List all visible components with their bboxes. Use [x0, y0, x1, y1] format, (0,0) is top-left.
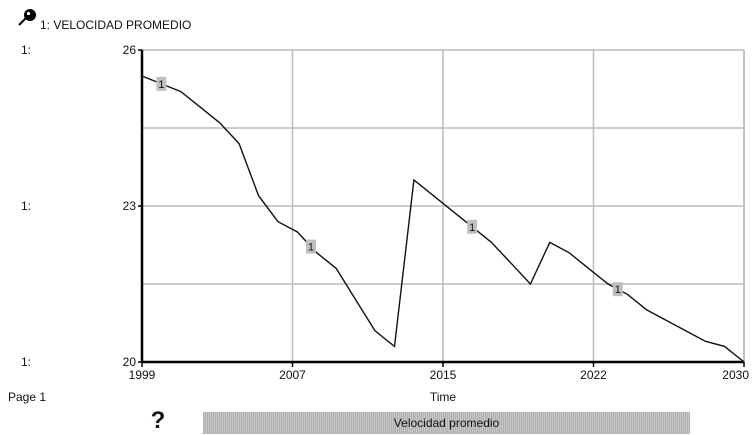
chart-title: 1: VELOCIDAD PROMEDIO	[40, 18, 191, 32]
y-tick-label: 23	[123, 199, 137, 213]
series-marker-label: 1	[158, 79, 164, 91]
x-tick-label: 1999	[129, 368, 156, 382]
x-axis-labels: 1999 2007 2015 2022 2030	[129, 362, 749, 382]
series-marker-label: 1	[308, 242, 314, 254]
page-label: Page 1	[8, 390, 47, 404]
series-marker-label: 1	[469, 222, 475, 234]
y-tick-label: 26	[123, 43, 137, 57]
x-tick-label: 2007	[279, 368, 306, 382]
pin-icon	[18, 9, 36, 26]
scenario-bar[interactable]: Velocidad promedio	[203, 412, 690, 434]
y-axis-prefix: 1:	[21, 43, 31, 57]
y-axis-prefix: 1:	[21, 355, 31, 369]
series-marker-label: 1	[615, 284, 621, 296]
grid	[142, 49, 745, 362]
series-marker: 1	[467, 219, 478, 234]
series-marker: 1	[612, 282, 623, 297]
series-line	[141, 75, 745, 363]
help-button[interactable]: ?	[150, 407, 166, 434]
y-axis-prefix: 1:	[21, 199, 31, 213]
series-marker: 1	[305, 239, 316, 254]
x-tick-label: 2015	[430, 368, 457, 382]
y-axis-labels: 1: 26 1: 23 1: 20	[21, 43, 142, 369]
x-tick-label: 2030	[722, 368, 749, 382]
x-axis-title: Time	[430, 390, 457, 404]
y-tick-label: 20	[123, 355, 137, 369]
series-marker: 1	[156, 76, 167, 91]
x-tick-label: 2022	[580, 368, 607, 382]
series-markers: 1 1 1 1	[156, 76, 623, 297]
